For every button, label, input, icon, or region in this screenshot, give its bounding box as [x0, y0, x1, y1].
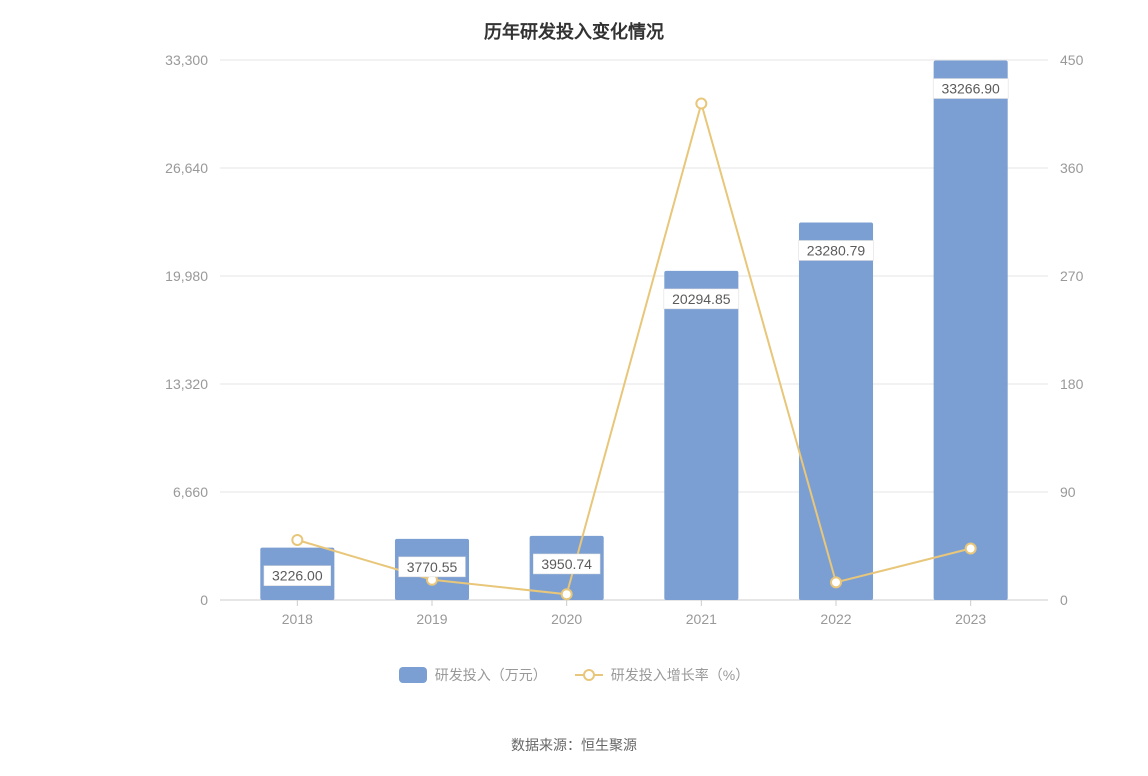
legend-swatch-line — [575, 667, 603, 683]
x-tick-label: 2018 — [282, 611, 313, 627]
y-right-tick-label: 180 — [1060, 376, 1084, 392]
x-tick-label: 2019 — [416, 611, 447, 627]
legend-swatch-bar — [399, 667, 427, 683]
y-left-tick-label: 33,300 — [165, 52, 208, 68]
x-tick-label: 2023 — [955, 611, 986, 627]
bar-value-label: 20294.85 — [672, 291, 731, 307]
line-marker — [696, 99, 706, 109]
line-marker — [562, 589, 572, 599]
line-marker — [292, 535, 302, 545]
bar-value-label: 3770.55 — [407, 559, 458, 575]
y-right-tick-label: 270 — [1060, 268, 1084, 284]
legend-label: 研发投入增长率（%） — [611, 665, 749, 685]
bar — [934, 61, 1008, 600]
y-right-tick-label: 450 — [1060, 52, 1084, 68]
bar-value-label: 3950.74 — [541, 556, 592, 572]
legend-label: 研发投入（万元） — [435, 665, 547, 685]
chart-legend: 研发投入（万元） 研发投入增长率（%） — [0, 665, 1148, 685]
chart-source: 数据来源：恒生聚源 — [0, 735, 1148, 755]
y-left-tick-label: 0 — [200, 592, 208, 608]
y-left-tick-label: 19,980 — [165, 268, 208, 284]
y-right-tick-label: 0 — [1060, 592, 1068, 608]
chart-plot-area: 06,66013,32019,98026,64033,3000901802703… — [220, 60, 1048, 600]
line-marker — [831, 577, 841, 587]
x-tick-label: 2021 — [686, 611, 717, 627]
bar — [664, 271, 738, 600]
y-right-tick-label: 360 — [1060, 160, 1084, 176]
y-left-tick-label: 26,640 — [165, 160, 208, 176]
x-tick-label: 2022 — [820, 611, 851, 627]
line-marker — [966, 544, 976, 554]
legend-item: 研发投入增长率（%） — [575, 665, 749, 685]
chart-title: 历年研发投入变化情况 — [0, 18, 1148, 44]
bar-value-label: 3226.00 — [272, 568, 323, 584]
y-left-tick-label: 6,660 — [173, 484, 208, 500]
bar-value-label: 33266.90 — [941, 81, 1000, 97]
y-left-tick-label: 13,320 — [165, 376, 208, 392]
legend-item: 研发投入（万元） — [399, 665, 547, 685]
bar — [799, 222, 873, 600]
x-tick-label: 2020 — [551, 611, 582, 627]
bar-value-label: 23280.79 — [807, 242, 866, 258]
y-right-tick-label: 90 — [1060, 484, 1076, 500]
